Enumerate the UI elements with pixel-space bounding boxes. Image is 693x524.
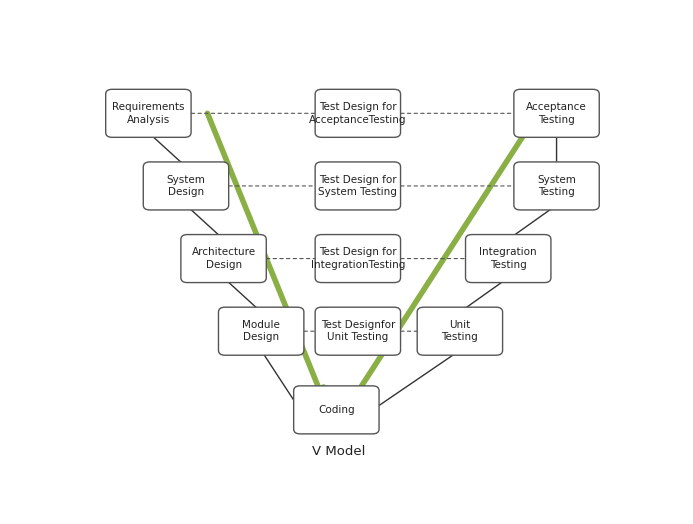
Text: Test Designfor
Unit Testing: Test Designfor Unit Testing — [321, 320, 395, 342]
FancyBboxPatch shape — [218, 307, 304, 355]
FancyBboxPatch shape — [315, 307, 401, 355]
Text: Test Design for
System Testing: Test Design for System Testing — [318, 174, 397, 197]
FancyBboxPatch shape — [417, 307, 502, 355]
Text: System
Design: System Design — [166, 174, 205, 197]
FancyBboxPatch shape — [315, 89, 401, 137]
FancyBboxPatch shape — [294, 386, 379, 434]
FancyBboxPatch shape — [181, 235, 266, 282]
Text: Requirements
Analysis: Requirements Analysis — [112, 102, 184, 125]
FancyBboxPatch shape — [514, 89, 599, 137]
Text: V Model: V Model — [313, 445, 366, 458]
Text: Coding: Coding — [318, 405, 355, 415]
Text: System
Testing: System Testing — [537, 174, 576, 197]
FancyBboxPatch shape — [106, 89, 191, 137]
FancyBboxPatch shape — [315, 162, 401, 210]
Text: Test Design for
AcceptanceTesting: Test Design for AcceptanceTesting — [309, 102, 407, 125]
Text: Module
Design: Module Design — [243, 320, 280, 342]
Text: Integration
Testing: Integration Testing — [480, 247, 537, 270]
Text: Test Design for
IntegrationTesting: Test Design for IntegrationTesting — [310, 247, 405, 270]
Text: Architecture
Design: Architecture Design — [191, 247, 256, 270]
FancyBboxPatch shape — [514, 162, 599, 210]
Text: Acceptance
Testing: Acceptance Testing — [526, 102, 587, 125]
FancyBboxPatch shape — [315, 235, 401, 282]
FancyBboxPatch shape — [466, 235, 551, 282]
FancyBboxPatch shape — [143, 162, 229, 210]
Text: Unit
Testing: Unit Testing — [441, 320, 478, 342]
